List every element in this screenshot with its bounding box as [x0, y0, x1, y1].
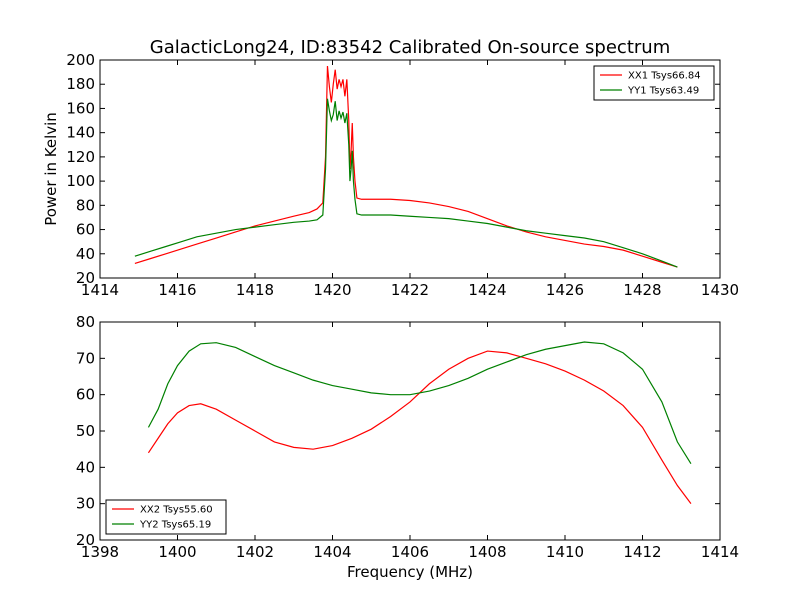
legend-label: XX2 Tsys55.60	[140, 505, 213, 516]
x-tick-label: 1408	[468, 543, 506, 561]
y-tick-label: 140	[66, 124, 95, 142]
y-tick-label: 40	[76, 245, 95, 263]
bottom-axes: 1398 1400 1402 1404 1406 1408 1410 1412 1414 20 30…	[76, 313, 739, 561]
y-tick-label: 80	[76, 313, 95, 331]
y-tick-label: 60	[76, 386, 95, 404]
x-tick-label: 1400	[158, 543, 196, 561]
y-tick-label: 80	[76, 196, 95, 214]
x-tick-label: 1406	[391, 543, 429, 561]
x-tick-label: 1424	[468, 281, 506, 299]
legend-box	[593, 65, 715, 101]
y-tick-label: 20	[76, 269, 95, 287]
legend-label: YY2 Tsys65.19	[139, 520, 211, 531]
y-tick-label: 70	[76, 349, 95, 367]
x-tick-label: 1414	[701, 543, 739, 561]
y-tick-label: 180	[66, 75, 95, 93]
x-tick-label: 1428	[623, 281, 661, 299]
x-tick-label: 1418	[236, 281, 274, 299]
y-tick-label: 200	[66, 51, 95, 69]
series-line-2	[147, 341, 692, 465]
x-tick-label: 1414	[81, 281, 119, 299]
x-tick-label: 1404	[313, 543, 351, 561]
x-tick-label: 1416	[158, 281, 196, 299]
series-line-1	[147, 350, 692, 505]
y-tick-label: 30	[76, 495, 95, 513]
x-tick-label: 1420	[313, 281, 351, 299]
y-tick-label: 120	[66, 148, 95, 166]
y-tick-label: 40	[76, 458, 95, 476]
series-line-1	[134, 66, 678, 268]
x-tick-label: 1402	[236, 543, 274, 561]
legend: XX1 Tsys66.84 YY1 Tsys63.49	[593, 65, 715, 101]
x-tick-label: 1426	[546, 281, 584, 299]
x-tick-label: 1412	[623, 543, 661, 561]
y-tick-label: 160	[66, 99, 95, 117]
y-axis-label: Power in Kelvin	[42, 112, 60, 226]
legend-label: YY1 Tsys63.49	[627, 86, 699, 97]
y-tick-label: 50	[76, 422, 95, 440]
figure-title: GalacticLong24, ID:83542 Calibrated On-s…	[150, 37, 670, 58]
series-line-2	[134, 98, 678, 268]
y-tick-label: 20	[76, 531, 95, 549]
legend: XX2 Tsys55.60 YY2 Tsys65.19	[105, 499, 227, 535]
x-tick-label: 1398	[81, 543, 119, 561]
x-axis-label: Frequency (MHz)	[347, 563, 473, 581]
top-axes: 1414 1416 1418 1420 1422 1424 1426 1428 1430 20 40…	[42, 51, 739, 299]
x-tick-label: 1422	[391, 281, 429, 299]
y-tick-label: 60	[76, 221, 95, 239]
x-tick-label: 1410	[546, 543, 584, 561]
legend-label: XX1 Tsys66.84	[628, 71, 701, 82]
legend-box	[105, 499, 227, 535]
x-tick-label: 1430	[701, 281, 739, 299]
y-tick-label: 100	[66, 172, 95, 190]
